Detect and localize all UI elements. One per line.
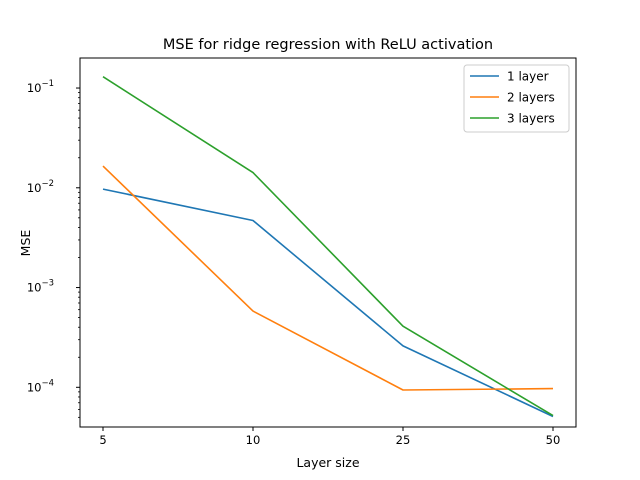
x-axis: 5 10 25 50 — [99, 427, 560, 447]
y-tick-base: 10 — [27, 181, 42, 195]
plot-area — [79, 57, 577, 428]
y-tick-label: 10−4 — [27, 378, 54, 394]
y-axis-label: MSE — [18, 230, 33, 257]
series-line — [102, 165, 554, 391]
series-layer — [102, 76, 554, 418]
x-tick-label: 50 — [546, 433, 561, 447]
series-line — [102, 76, 554, 417]
y-tick-label: 10−3 — [27, 279, 54, 295]
x-tick-label: 25 — [396, 433, 411, 447]
y-tick-base: 10 — [27, 380, 42, 394]
legend-label: 3 layers — [507, 112, 555, 126]
legend-box — [463, 64, 570, 133]
y-tick-exponent: −3 — [41, 279, 54, 289]
legend-label: 1 layer — [507, 70, 549, 84]
y-tick-exponent: −4 — [41, 378, 54, 388]
y-tick-label: 10−1 — [27, 79, 54, 95]
legend-label: 2 layers — [507, 91, 555, 105]
chart-title: MSE for ridge regression with ReLU activ… — [163, 37, 493, 53]
y-tick-exponent: −2 — [41, 179, 54, 189]
y-tick-base: 10 — [27, 81, 42, 95]
series-line — [102, 188, 554, 418]
y-tick-base: 10 — [27, 281, 42, 295]
legend: 1 layer 2 layers 3 layers — [463, 64, 570, 133]
x-tick-label: 10 — [246, 433, 261, 447]
y-axis: 10−410−310−210−1 — [27, 79, 80, 418]
y-tick-exponent: −1 — [41, 79, 54, 89]
x-axis-label: Layer size — [296, 455, 359, 470]
x-tick-label: 5 — [99, 433, 106, 447]
y-tick-label: 10−2 — [27, 179, 54, 195]
